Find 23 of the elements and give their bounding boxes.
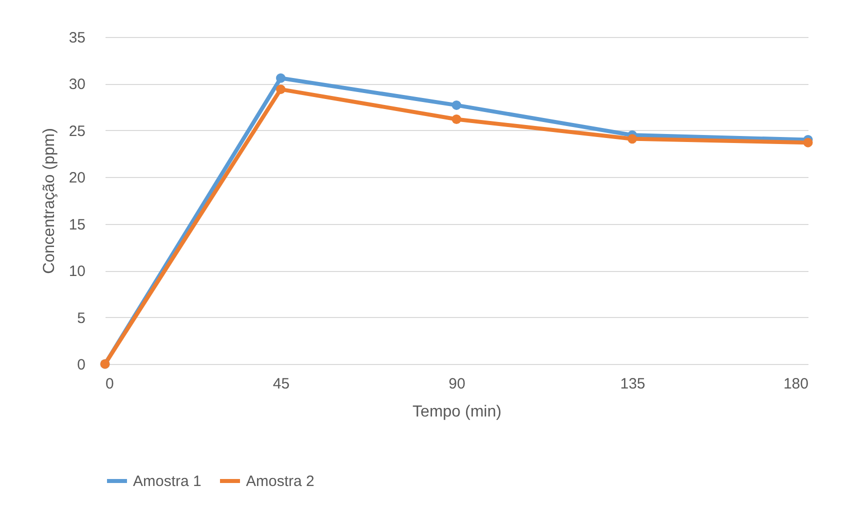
point <box>628 134 637 144</box>
x-tick-label: 90 <box>448 376 466 392</box>
x-tick-label: 0 <box>106 376 114 392</box>
x-tick-label: 45 <box>272 376 290 392</box>
y-tick-label: 30 <box>68 76 86 94</box>
y-tick-label: 35 <box>68 30 86 46</box>
point <box>452 114 462 124</box>
x-tick-label: 180 <box>783 376 808 392</box>
y-tick-label: 5 <box>77 310 86 327</box>
x-tick-label: 135 <box>620 376 646 392</box>
y-tick-label: 15 <box>68 216 86 234</box>
y-tick-label: 0 <box>77 356 86 374</box>
legend-label: Amostra 1 <box>133 473 202 490</box>
y-axis-title: Concentração (ppm) <box>40 128 58 274</box>
point <box>452 100 462 110</box>
y-tick-label: 10 <box>68 263 86 280</box>
y-tick-label: 20 <box>68 170 86 187</box>
point <box>803 138 813 148</box>
x-axis-title: Tempo (min) <box>412 404 502 420</box>
legend-label: Amostra 2 <box>246 473 314 490</box>
point <box>276 73 286 83</box>
y-tick-label: 25 <box>68 122 86 140</box>
point <box>276 84 286 94</box>
